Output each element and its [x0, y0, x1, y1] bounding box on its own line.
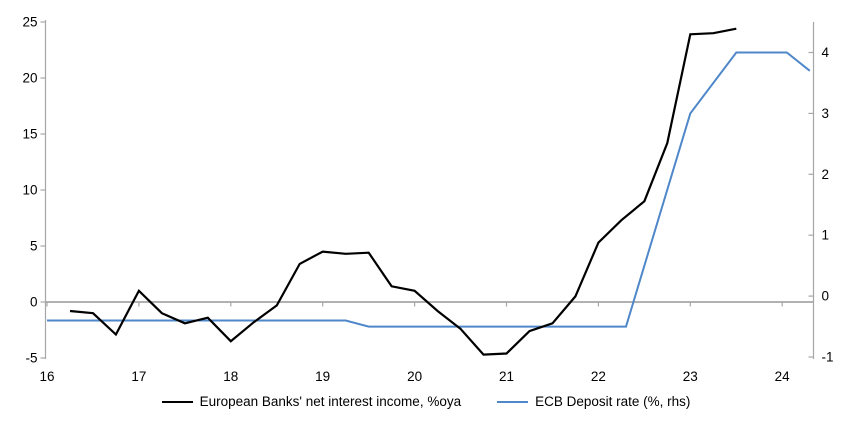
x-axis-tick-label: 24 — [775, 369, 791, 384]
left-axis-tick-label: 10 — [22, 183, 37, 198]
legend-label-ecb: ECB Deposit rate (%, rhs) — [535, 394, 691, 409]
legend-label-nii: European Banks' net interest income, %oy… — [199, 394, 462, 409]
left-axis-tick-label: -5 — [25, 351, 37, 366]
nii-line-swatch-icon — [161, 400, 193, 403]
x-axis-tick-label: 21 — [499, 369, 514, 384]
series-line-ecb-deposit-rate — [47, 51, 811, 328]
legend-item-nii: European Banks' net interest income, %oy… — [161, 394, 462, 409]
right-axis-tick-label: 0 — [822, 289, 830, 304]
left-axis-tick-label: 15 — [22, 127, 37, 142]
legend-item-ecb: ECB Deposit rate (%, rhs) — [497, 394, 690, 409]
x-axis-tick-label: 19 — [315, 369, 330, 384]
right-axis-tick-label: -1 — [822, 350, 834, 365]
x-axis-tick-label: 20 — [407, 369, 422, 384]
right-axis-tick-label: 1 — [822, 228, 830, 243]
left-axis-tick-label: 0 — [30, 295, 38, 310]
left-axis-tick-label: 25 — [22, 15, 37, 30]
x-axis-tick-label: 23 — [683, 369, 698, 384]
x-axis-tick-label: 22 — [591, 369, 606, 384]
right-axis-tick-label: 2 — [822, 167, 830, 182]
chart-legend: European Banks' net interest income, %oy… — [0, 394, 852, 409]
x-axis-tick-label: 16 — [39, 369, 54, 384]
left-axis-tick-label: 5 — [30, 239, 38, 254]
x-axis-tick-label: 17 — [131, 369, 146, 384]
series-line-european-banks-nii — [69, 27, 737, 356]
right-axis-tick-label: 3 — [822, 106, 830, 121]
x-axis-tick-label: 18 — [223, 369, 238, 384]
ecb-line-swatch-icon — [497, 400, 529, 403]
right-axis-tick-label: 4 — [822, 45, 830, 60]
left-axis-tick-label: 20 — [22, 71, 37, 86]
